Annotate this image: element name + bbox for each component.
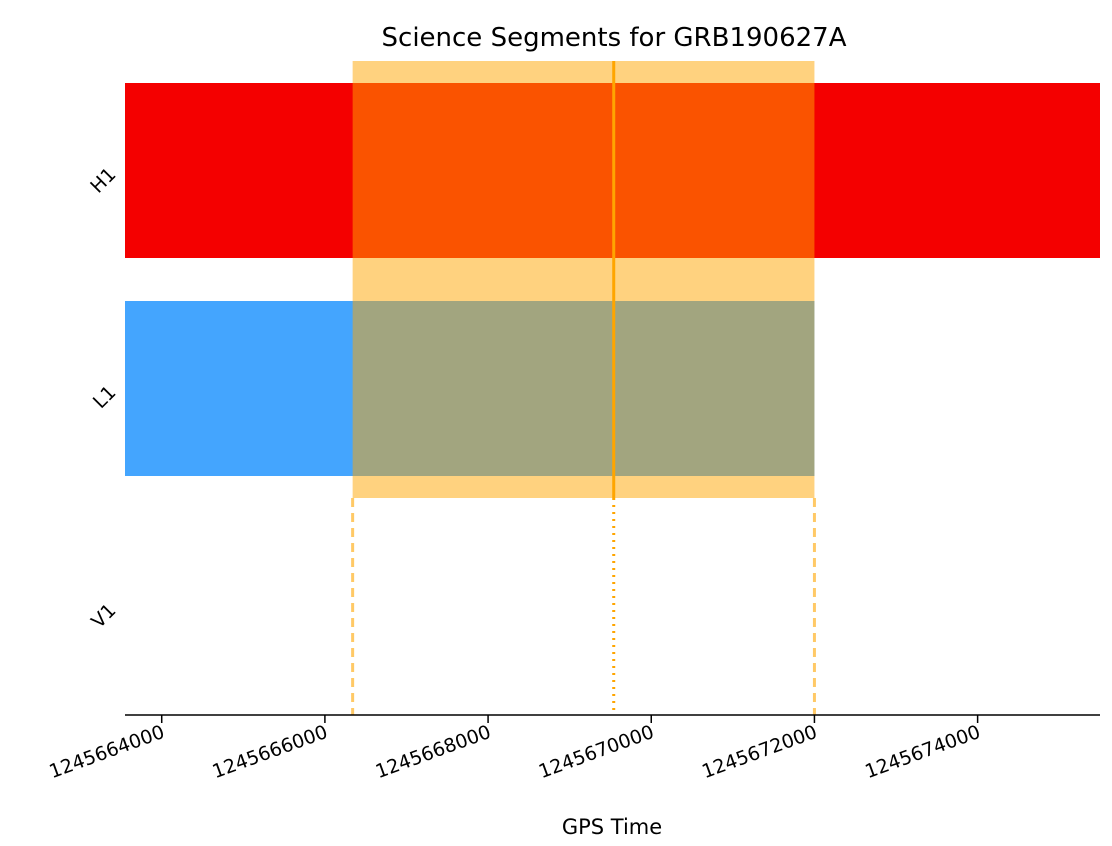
x-tick-label: 1245674000 [862,721,983,783]
y-label-v1: V1 [87,599,120,632]
x-tick-label: 1245664000 [46,721,167,783]
y-label-l1: L1 [89,381,121,413]
x-tick-label: 1245670000 [536,721,657,783]
x-tick-label: 1245668000 [373,721,494,783]
y-axis-labels: H1 L1 V1 [86,163,120,632]
x-tick-label: 1245666000 [209,721,330,783]
on-source-window-band [352,61,815,498]
on-source-window [351,61,816,715]
x-axis-label: GPS Time [562,815,662,839]
x-tick-label: 1245672000 [699,721,820,783]
x-axis-ticks: 1245664000 1245666000 1245668000 1245670000… [46,715,983,783]
y-label-h1: H1 [86,163,120,197]
chart-title: Science Segments for GRB190627A [382,23,847,53]
